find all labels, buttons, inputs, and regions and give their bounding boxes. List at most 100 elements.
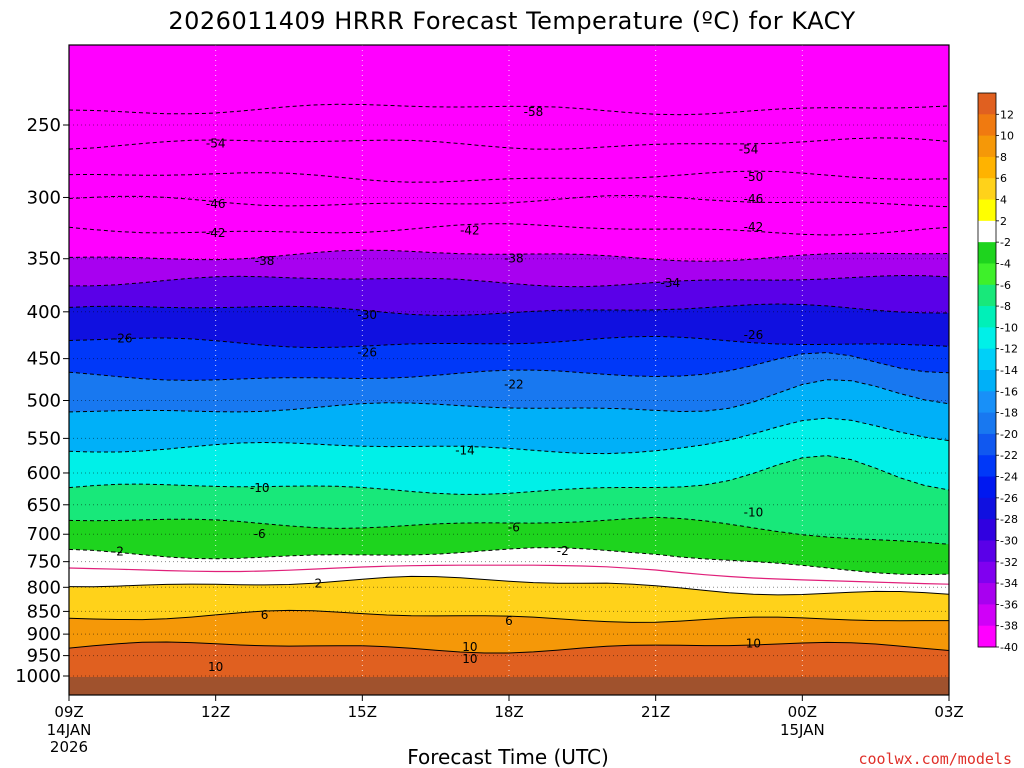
colorbar-label: -12 bbox=[1000, 343, 1018, 356]
isotherm--6 bbox=[69, 516, 949, 545]
isotherm--54 bbox=[69, 137, 949, 150]
colorbar-label: -22 bbox=[1000, 449, 1018, 462]
contour-label: -26 bbox=[357, 345, 377, 359]
contour-label: 6 bbox=[261, 608, 269, 622]
colorbar-cell bbox=[978, 370, 996, 392]
contour-label: -38 bbox=[504, 252, 524, 266]
isotherm-6 bbox=[69, 609, 949, 623]
colorbar-cell bbox=[978, 519, 996, 541]
x-tick-label: 15Z bbox=[348, 703, 377, 721]
contour-label: -26 bbox=[744, 328, 764, 342]
colorbar-label: -40 bbox=[1000, 641, 1018, 654]
x-tick-date: 15JAN bbox=[780, 721, 825, 739]
x-axis-label: Forecast Time (UTC) bbox=[407, 745, 609, 768]
contour-label: -54 bbox=[206, 137, 226, 151]
contour-label: -34 bbox=[661, 276, 681, 290]
x-tick-label: 09Z bbox=[54, 703, 83, 721]
y-tick-label: 600 bbox=[27, 463, 61, 484]
contour-labels: -58 -54 -54 -50 -46 -46 -42 -42 -42 -38 -38 -34 -30 -… bbox=[112, 105, 763, 674]
x-tick-label: 03Z bbox=[934, 703, 963, 721]
isotherm--18 bbox=[69, 379, 949, 413]
colorbar-cell bbox=[978, 284, 996, 307]
colorbar-cell bbox=[978, 561, 996, 584]
colorbar-label: 12 bbox=[1000, 108, 1014, 121]
colorbar-label: -24 bbox=[1000, 471, 1018, 484]
contour-label: -42 bbox=[460, 224, 480, 238]
y-axis: 2503003504004505005506006507007508008509… bbox=[15, 115, 69, 687]
colorbar-cell bbox=[978, 327, 996, 350]
y-tick-label: 400 bbox=[27, 302, 61, 323]
y-tick-label: 750 bbox=[27, 552, 61, 573]
colorbar-label: -8 bbox=[1000, 300, 1011, 313]
colorbar-cell bbox=[978, 412, 996, 435]
contour-label: -22 bbox=[504, 377, 524, 391]
plot-area bbox=[69, 45, 949, 695]
colorbar-cell bbox=[978, 220, 996, 243]
y-tick-label: 650 bbox=[27, 495, 61, 516]
colorbar-label: 8 bbox=[1000, 151, 1007, 164]
colorbar-cell bbox=[978, 625, 996, 648]
colorbar-cell bbox=[978, 497, 996, 520]
colorbar: 12 10 8 6 4 2 -2 -4 -6 -8 -10 -12 -14 -16 -18 -20 -22 -24… bbox=[977, 92, 1018, 654]
colorbar-cell bbox=[978, 114, 996, 137]
colorbar-cell bbox=[978, 348, 996, 371]
y-tick-label: 450 bbox=[27, 349, 61, 370]
contour-label: 10 bbox=[462, 640, 477, 654]
contour-label: 10 bbox=[208, 660, 223, 674]
isotherm-10 bbox=[69, 641, 949, 654]
y-tick-label: 250 bbox=[27, 115, 61, 136]
y-tick-label: 900 bbox=[27, 624, 61, 645]
y-tick-label: 550 bbox=[27, 428, 61, 449]
contour-label: -14 bbox=[455, 443, 475, 457]
colorbar-label: -10 bbox=[1000, 321, 1018, 334]
colorbar-cell bbox=[978, 391, 996, 414]
contour-label: -6 bbox=[254, 527, 266, 541]
isotherm--10 bbox=[69, 455, 949, 495]
contour-label: 10 bbox=[746, 636, 761, 650]
y-tick-label: 1000 bbox=[15, 666, 61, 687]
contour-label: -46 bbox=[206, 197, 226, 211]
contour-label: -2 bbox=[557, 544, 569, 558]
contour-label: -26 bbox=[113, 332, 133, 346]
colorbar-label: -38 bbox=[1000, 620, 1018, 633]
colorbar-label: -28 bbox=[1000, 513, 1018, 526]
colorbar-cell bbox=[978, 242, 996, 264]
colorbar-label: -16 bbox=[1000, 385, 1018, 398]
x-tick-label: 12Z bbox=[201, 703, 230, 721]
y-tick-label: 950 bbox=[27, 646, 61, 667]
colorbar-label: 6 bbox=[1000, 172, 1007, 185]
colorbar-label: -32 bbox=[1000, 556, 1018, 569]
colorbar-cell bbox=[978, 178, 996, 201]
colorbar-cell bbox=[978, 583, 996, 605]
colorbar-label: -26 bbox=[1000, 492, 1018, 505]
colorbar-label: 2 bbox=[1000, 215, 1007, 228]
colorbar-cell bbox=[978, 135, 996, 158]
chart-title: 2026011409 HRRR Forecast Temperature (ºC… bbox=[168, 7, 855, 35]
isotherm--2 bbox=[69, 547, 949, 576]
isotherm-lines bbox=[69, 103, 949, 654]
contour-label: 6 bbox=[505, 614, 513, 628]
x-tick-label: 00Z bbox=[788, 703, 817, 721]
contour-label: -50 bbox=[744, 170, 764, 184]
colorbar-label: 4 bbox=[1000, 194, 1007, 207]
colorbar-label: -4 bbox=[1000, 257, 1011, 270]
x-tick-year: 2026 bbox=[50, 738, 88, 756]
isotherm-0 bbox=[69, 564, 949, 585]
credit-text: coolwx.com/models bbox=[858, 750, 1012, 768]
colorbar-cell bbox=[978, 199, 996, 222]
contour-label: -10 bbox=[744, 506, 764, 520]
y-tick-label: 850 bbox=[27, 601, 61, 622]
contour-label: -38 bbox=[255, 254, 275, 268]
colorbar-cell bbox=[978, 604, 996, 627]
dotted-grid bbox=[69, 45, 949, 695]
x-tick-date: 14JAN bbox=[47, 721, 92, 739]
colorbar-label: -6 bbox=[1000, 279, 1011, 292]
x-tick-label: 21Z bbox=[641, 703, 670, 721]
y-tick-label: 700 bbox=[27, 524, 61, 545]
contour-label: -2 bbox=[112, 544, 124, 558]
y-tick-label: 800 bbox=[27, 577, 61, 598]
colorbar-label: -2 bbox=[1000, 236, 1011, 249]
contour-label: 2 bbox=[315, 576, 323, 590]
